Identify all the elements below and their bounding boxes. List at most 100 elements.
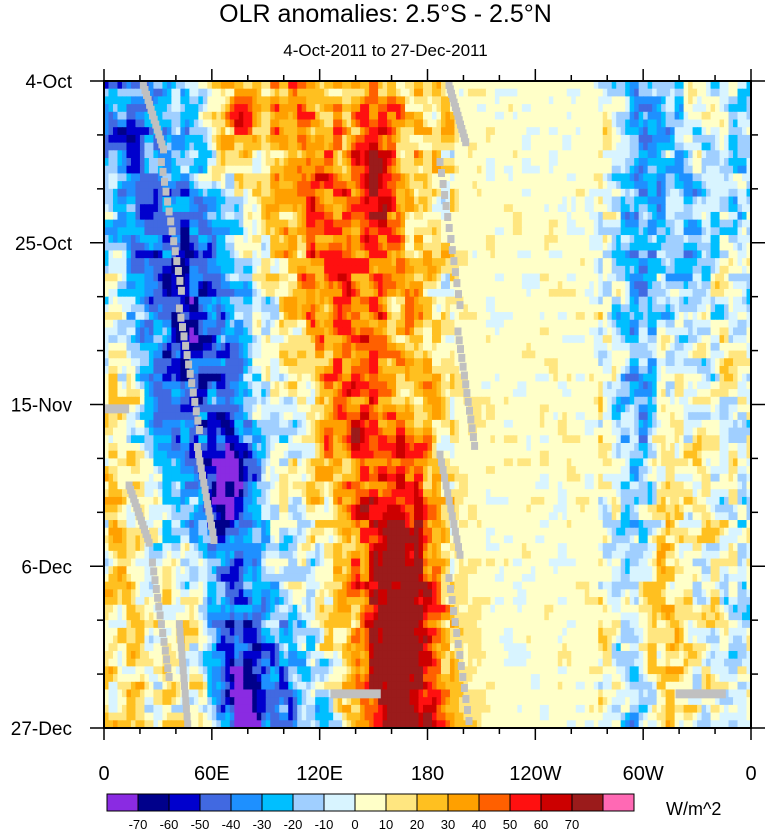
heat-cell bbox=[566, 111, 572, 121]
heat-cell bbox=[104, 204, 110, 213]
heat-cell bbox=[571, 265, 577, 275]
heat-cell bbox=[562, 134, 568, 144]
heat-cell bbox=[225, 96, 231, 105]
heat-cell bbox=[647, 104, 653, 113]
heat-cell bbox=[652, 211, 658, 221]
heat-cell bbox=[571, 296, 577, 305]
heat-cell bbox=[130, 173, 137, 182]
heat-cell bbox=[683, 96, 689, 105]
heat-cell bbox=[719, 150, 725, 159]
heat-cell bbox=[409, 273, 415, 282]
heat-cell bbox=[414, 196, 420, 205]
heat-cell bbox=[139, 296, 146, 305]
heat-cell bbox=[463, 111, 469, 121]
heat-cell bbox=[607, 204, 613, 213]
heat-cell bbox=[261, 258, 267, 267]
heat-cell bbox=[458, 227, 465, 236]
heat-cell bbox=[409, 127, 415, 136]
heat-cell bbox=[351, 265, 357, 275]
heat-cell bbox=[135, 96, 141, 105]
heat-cell bbox=[355, 319, 361, 329]
heat-cell bbox=[279, 296, 285, 305]
heat-cell bbox=[418, 81, 424, 90]
heat-cell bbox=[683, 319, 689, 329]
heat-cell bbox=[360, 250, 366, 259]
heat-cell bbox=[436, 211, 442, 221]
heat-cell bbox=[535, 281, 541, 290]
heat-cell bbox=[270, 181, 276, 190]
heat-cell bbox=[148, 158, 155, 167]
heat-cell bbox=[679, 173, 685, 182]
heat-cell bbox=[683, 196, 689, 205]
heat-cell bbox=[499, 211, 505, 221]
heat-cell bbox=[728, 81, 734, 90]
heat-cell bbox=[252, 235, 258, 244]
heat-cell bbox=[665, 211, 671, 221]
heat-cell bbox=[283, 219, 289, 228]
heat-cell bbox=[207, 342, 213, 352]
heat-cell bbox=[139, 96, 146, 105]
heat-cell bbox=[175, 204, 181, 213]
heat-cell bbox=[742, 288, 748, 298]
heat-cell bbox=[216, 204, 222, 213]
heat-cell bbox=[292, 258, 298, 267]
heat-cell bbox=[661, 158, 667, 167]
heat-cell bbox=[121, 312, 128, 321]
heat-cell bbox=[234, 265, 240, 275]
heat-cell bbox=[373, 312, 379, 321]
heat-cell bbox=[724, 235, 730, 244]
heat-cell bbox=[256, 204, 262, 213]
heat-cell bbox=[481, 258, 487, 267]
heat-cell bbox=[544, 150, 550, 159]
heat-cell bbox=[589, 111, 595, 121]
heat-cell bbox=[373, 219, 379, 228]
heat-cell bbox=[104, 111, 110, 121]
heat-cell bbox=[620, 265, 626, 275]
heat-cell bbox=[557, 235, 563, 244]
heat-cell bbox=[710, 204, 716, 213]
heat-cell bbox=[589, 188, 595, 198]
heat-cell bbox=[593, 258, 599, 267]
heat-cell bbox=[382, 88, 388, 97]
heat-cell bbox=[634, 265, 640, 275]
heat-cell bbox=[238, 211, 244, 221]
heat-cell bbox=[692, 219, 698, 228]
heat-cell bbox=[351, 288, 357, 298]
heat-cell bbox=[265, 142, 271, 151]
heat-cell bbox=[719, 173, 725, 182]
heat-cell bbox=[418, 111, 424, 121]
heat-cell bbox=[688, 173, 694, 182]
heat-cell bbox=[431, 134, 438, 144]
heat-cell bbox=[715, 119, 721, 128]
heat-cell bbox=[665, 296, 671, 305]
heat-cell bbox=[211, 319, 217, 329]
heat-cell bbox=[472, 288, 478, 298]
heat-cell bbox=[247, 219, 253, 228]
heat-cell bbox=[733, 81, 739, 90]
heat-cell bbox=[508, 258, 514, 267]
heat-cell bbox=[216, 188, 222, 198]
heat-cell bbox=[593, 196, 599, 205]
heat-cell bbox=[328, 127, 334, 136]
heat-cell bbox=[369, 304, 375, 313]
heat-cell bbox=[436, 265, 442, 275]
heat-cell bbox=[661, 150, 667, 159]
heat-cell bbox=[584, 296, 590, 305]
heat-cell bbox=[126, 196, 132, 205]
heat-cell bbox=[697, 204, 703, 213]
heat-cell bbox=[387, 181, 393, 190]
heat-cell bbox=[445, 250, 451, 259]
heat-cell bbox=[566, 296, 572, 305]
heat-cell bbox=[530, 327, 536, 336]
heat-cell bbox=[346, 335, 352, 344]
heat-cell bbox=[288, 312, 294, 321]
heat-cell bbox=[490, 312, 496, 321]
heat-cell bbox=[557, 273, 563, 282]
heat-cell bbox=[288, 134, 294, 144]
heat-cell bbox=[535, 81, 541, 90]
heat-cell bbox=[292, 219, 298, 228]
heat-cell bbox=[598, 181, 604, 190]
heat-cell bbox=[548, 119, 554, 128]
heat-cell bbox=[580, 211, 586, 221]
heat-cell bbox=[485, 158, 491, 167]
